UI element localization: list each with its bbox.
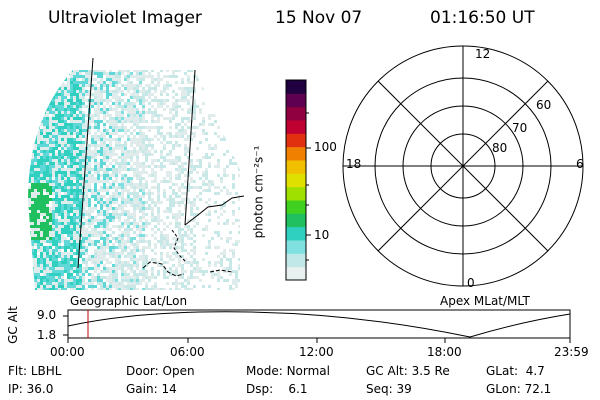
- time-tick-1200: 12:00: [299, 345, 334, 359]
- colorbar-segment: [286, 200, 306, 214]
- mlt-label-6: 6: [576, 157, 584, 171]
- altitude-tick-1-8: 1.8: [37, 328, 57, 342]
- colorbar-segment: [286, 106, 306, 121]
- status-glat: GLat: 4.7: [486, 364, 545, 378]
- status-gc-alt: GC Alt: 3.5 Re: [366, 364, 450, 378]
- status-door: Door: Open: [126, 364, 195, 378]
- coastline-dashed-3: [209, 269, 233, 273]
- geographic-label: Geographic Lat/Lon: [70, 294, 188, 308]
- colorbar-segment: [286, 226, 306, 241]
- colorbar-segment: [286, 93, 306, 108]
- polar-grid: [342, 45, 584, 287]
- meridian-line-left: [77, 57, 94, 269]
- altitude-axis-title: GC Alt: [5, 306, 20, 344]
- instrument-title: Ultraviolet Imager: [48, 8, 202, 28]
- colorbar-segment: [286, 160, 306, 174]
- altitude-curve: [67, 311, 571, 338]
- coastline: [184, 195, 245, 226]
- emission-pixels: [28, 70, 240, 290]
- color-scale-bar: [286, 80, 306, 281]
- colorbar-segment: [286, 186, 306, 201]
- coastline-dashed: [171, 229, 187, 263]
- time-tick-0000: 00:00: [50, 345, 85, 359]
- status-mode: Mode: Normal: [246, 364, 330, 378]
- colorbar-segment: [286, 253, 306, 268]
- colorbar-tick-10: 10: [314, 228, 330, 242]
- colorbar-segment: [286, 213, 306, 228]
- colorbar-tick-100: 100: [314, 140, 337, 154]
- colorbar-segment: [286, 266, 306, 281]
- colorbar-segment: [286, 173, 306, 188]
- mlt-label-18: 18: [346, 157, 362, 171]
- colorbar-segment: [286, 120, 306, 134]
- meridian-line-right: [184, 69, 196, 226]
- mlt-label-0: 0: [467, 276, 475, 290]
- status-filter: Flt: LBHL: [8, 364, 62, 378]
- lat-label-80: 80: [492, 141, 508, 155]
- status-ip: IP: 36.0: [8, 382, 54, 396]
- colorbar-segment: [286, 240, 306, 254]
- mlt-label-12: 12: [475, 47, 491, 61]
- colorbar-segment: [286, 146, 306, 161]
- status-seq: Seq: 39: [366, 382, 412, 396]
- status-dsp: Dsp: 6.1: [246, 382, 308, 396]
- time-tick-2359: 23:59: [554, 345, 589, 359]
- lat-label-70: 70: [512, 121, 528, 135]
- time-tick-0600: 06:00: [170, 345, 205, 359]
- status-gain: Gain: 14: [126, 382, 177, 396]
- coastline-dashed-2: [142, 261, 185, 277]
- observation-time: 01:16:50 UT: [430, 8, 535, 28]
- apex-label: Apex MLat/MLT: [440, 294, 530, 308]
- time-tick-1800: 18:00: [427, 345, 462, 359]
- altitude-plot-frame: [67, 309, 571, 339]
- colorbar-segment: [286, 133, 306, 148]
- lat-label-60: 60: [536, 98, 552, 112]
- altitude-tick-9: 9.0: [37, 308, 57, 322]
- status-glon: GLon: 72.1: [486, 382, 552, 396]
- colorbar-segment: [286, 80, 306, 94]
- observation-date: 15 Nov 07: [275, 8, 363, 28]
- colorbar-unit-label: photon cm⁻²s⁻¹: [251, 145, 266, 239]
